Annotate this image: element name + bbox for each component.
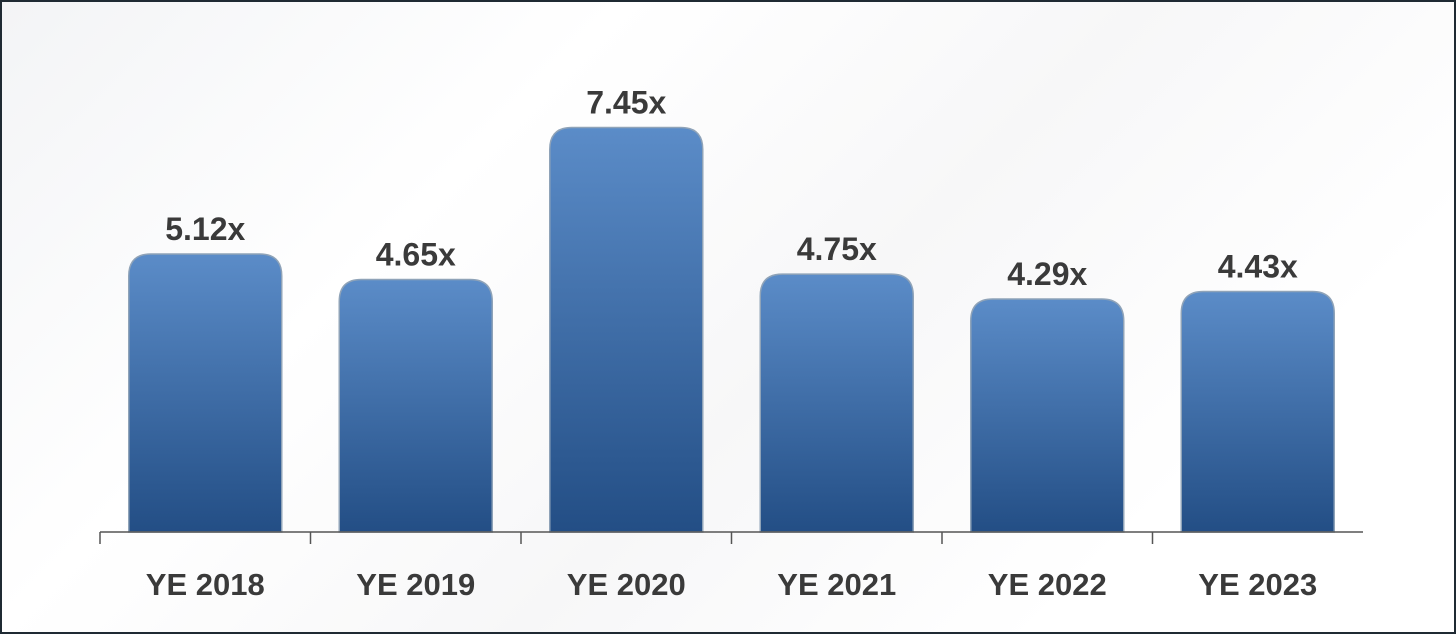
bar-ye-2020 [549,126,704,533]
category-label: YE 2022 [988,567,1107,602]
category-label: YE 2019 [356,567,475,602]
data-label: 4.29x [1007,256,1087,292]
category-labels-group: YE 2018 YE 2019 YE 2020 YE 2021 YE 2022 YE 20… [146,567,1317,602]
bar-ye-2019 [338,278,493,533]
data-label: 4.75x [797,231,877,267]
bar-ye-2021 [759,273,914,533]
category-label: YE 2023 [1198,567,1317,602]
category-label: YE 2018 [146,567,265,602]
x-axis [99,531,1363,544]
category-label: YE 2020 [567,567,686,602]
data-label: 5.12x [165,211,245,247]
bar-ye-2022 [970,298,1125,533]
category-label: YE 2021 [777,567,896,602]
data-label: 7.45x [586,84,666,120]
data-label: 4.65x [376,237,456,273]
bars-group [128,126,1335,533]
value-labels-group: 5.12x 4.65x 7.45x 4.75x 4.29x 4.43x [165,84,1298,292]
bar-ye-2023 [1180,290,1335,533]
data-label: 4.43x [1218,248,1298,284]
bar-ye-2018 [128,253,283,533]
